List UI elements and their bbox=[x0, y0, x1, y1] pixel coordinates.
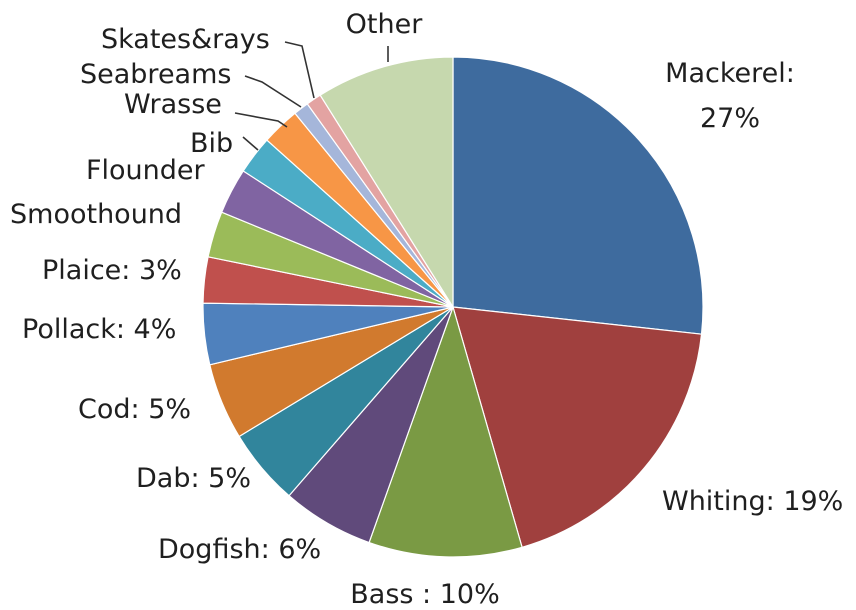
slice-label-seabreams: Seabreams bbox=[80, 59, 231, 90]
slice-label-dogfish: Dogfish: 6% bbox=[158, 534, 321, 565]
slice-label-skates-rays: Skates&rays bbox=[101, 24, 270, 55]
slice-label-pollack: Pollack: 4% bbox=[22, 314, 176, 345]
slice-label-whiting: Whiting: 19% bbox=[662, 486, 843, 517]
pie-slices bbox=[202, 56, 704, 558]
slice-label-other: Other bbox=[346, 9, 424, 40]
leader-line-wrasse bbox=[234, 112, 288, 128]
slice-label-mackerel: Mackerel: bbox=[665, 58, 795, 89]
slice-label-dab: Dab: 5% bbox=[136, 463, 251, 494]
leader-line-seabreams bbox=[244, 75, 302, 108]
slice-value-label-mackerel: 27% bbox=[700, 103, 760, 134]
pie-slice-whiting bbox=[452, 306, 703, 549]
slice-label-wrasse: Wrasse bbox=[124, 89, 222, 120]
pie-slice-bass bbox=[368, 305, 523, 558]
slice-label-flounder: Flounder bbox=[86, 155, 206, 186]
slice-label-smoothound: Smoothound bbox=[10, 199, 182, 230]
leader-lines bbox=[234, 41, 389, 151]
slice-label-bib: Bib bbox=[190, 128, 233, 159]
pie-slice-mackerel bbox=[452, 56, 704, 335]
slice-label-plaice: Plaice: 3% bbox=[42, 255, 182, 286]
leader-line-skates-rays bbox=[284, 41, 315, 99]
leader-line-bib bbox=[242, 136, 259, 151]
pie-slice-other bbox=[319, 56, 454, 310]
slice-label-cod: Cod: 5% bbox=[78, 394, 191, 425]
slice-labels: Mackerel: 27% Whiting: 19% Bass : 10% Dogfis… bbox=[10, 9, 843, 610]
slice-label-bass: Bass : 10% bbox=[350, 579, 499, 610]
